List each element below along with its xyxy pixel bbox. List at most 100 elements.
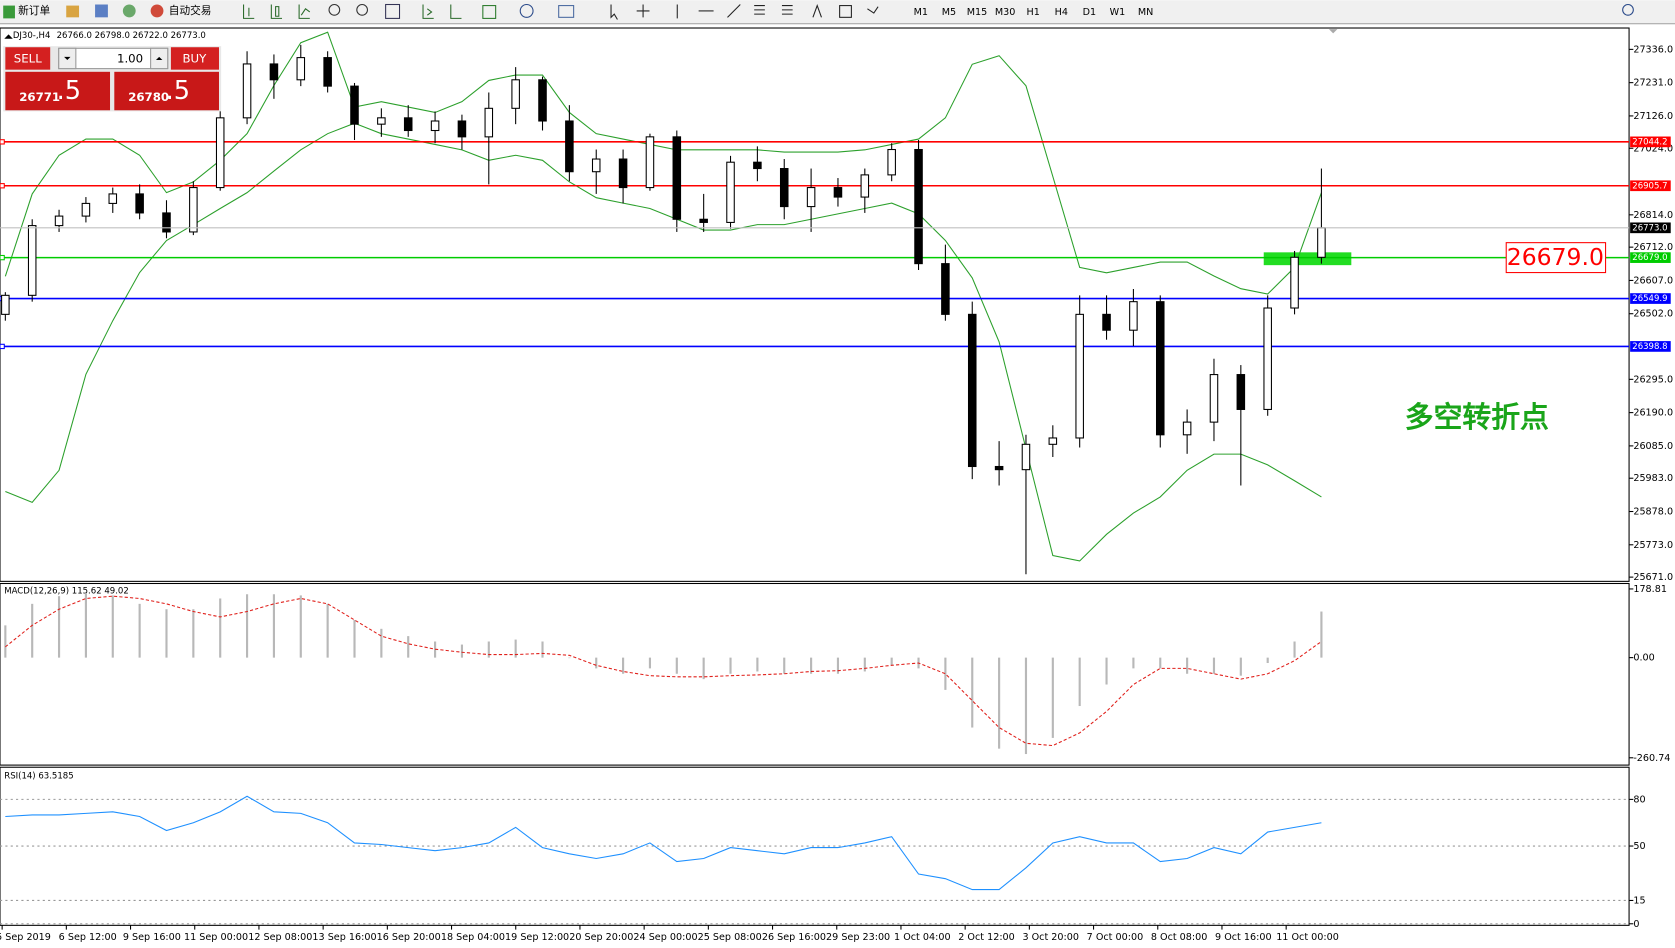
time-label: 8 Oct 08:00 [1151, 932, 1208, 943]
candle-body [296, 57, 306, 81]
buy-price-box[interactable] [114, 71, 219, 111]
buy-button[interactable] [170, 47, 219, 70]
indicator-title: MACD(12,26,9) 115.62 49.02 [4, 586, 129, 596]
y-tick-label: 50 [1633, 841, 1645, 852]
candle-body [1, 294, 10, 315]
candle-body [538, 79, 547, 122]
candle-body [887, 148, 896, 176]
macd-bar [219, 598, 222, 658]
icon[interactable] [243, 4, 255, 19]
candle-body [189, 187, 198, 233]
y-tick-label: 80 [1633, 794, 1645, 805]
icon[interactable] [754, 5, 765, 15]
icon[interactable] [66, 5, 80, 18]
y-tick-label: 0 [1633, 919, 1639, 930]
icon[interactable] [385, 3, 401, 19]
timeframe-button[interactable]: M1 [914, 7, 928, 18]
candle-body [779, 168, 789, 208]
icon[interactable] [422, 4, 434, 19]
macd-bar [648, 657, 652, 669]
icon[interactable] [298, 4, 311, 19]
sell-button[interactable] [5, 47, 51, 70]
icon[interactable] [328, 3, 341, 16]
candle-body [162, 212, 171, 233]
y-tick-label: 25983.0 [1633, 473, 1673, 484]
icon[interactable] [95, 4, 108, 18]
macd-bar [272, 594, 275, 658]
icon[interactable] [356, 3, 369, 16]
time-label: 18 Sep 04:00 [441, 932, 505, 943]
lot-down-arrow [64, 56, 71, 61]
auto-trading-label[interactable]: 自动交易 [169, 4, 212, 17]
lot-value[interactable]: 1.00 [117, 51, 143, 65]
sell-price-main: 26771 [19, 90, 60, 104]
candle-body [54, 215, 64, 227]
macd-bar [1024, 657, 1028, 755]
sell-label[interactable]: SELL [14, 51, 42, 65]
time-label: 2 Oct 12:00 [958, 932, 1015, 943]
buy-price-pips: .5 [166, 76, 190, 106]
timeframe-button[interactable]: M30 [995, 7, 1016, 18]
icon[interactable] [636, 4, 650, 18]
time-label: 9 Oct 16:00 [1215, 932, 1272, 943]
timeframe-button[interactable]: M5 [942, 7, 956, 18]
macd-bar [1132, 657, 1135, 669]
timeframe-button[interactable]: MN [1138, 7, 1153, 18]
search-icon[interactable] [1622, 3, 1634, 16]
turning-zone [1263, 252, 1352, 266]
candle-body [27, 225, 37, 296]
collapse-arrow[interactable] [4, 34, 13, 39]
macd-bar [460, 644, 464, 658]
macd-bar [783, 657, 786, 674]
timeframe-button[interactable]: H4 [1055, 7, 1068, 18]
icon[interactable] [727, 4, 741, 18]
candle-body [1021, 443, 1031, 471]
timeframe-button[interactable]: W1 [1110, 7, 1126, 18]
time-label: 26 Sep 16:00 [762, 932, 826, 943]
level-tag [1630, 136, 1671, 148]
macd-bar [1266, 657, 1269, 664]
icon[interactable] [867, 6, 879, 14]
icon[interactable] [781, 5, 793, 15]
icon[interactable] [450, 4, 462, 19]
icon[interactable] [558, 5, 575, 18]
macd-bar [84, 593, 87, 658]
timeframe-button[interactable]: D1 [1083, 7, 1097, 18]
y-tick-label: 27231.0 [1633, 78, 1673, 89]
icon[interactable] [839, 5, 852, 18]
y-tick-label: 25773.0 [1633, 540, 1673, 551]
time-label: 20 Sep 20:00 [569, 932, 633, 943]
time-label: 24 Sep 00:00 [633, 932, 697, 943]
candle-body [1048, 437, 1058, 445]
sell-price-box[interactable] [5, 71, 111, 111]
y-tick-label: 26607.0 [1633, 275, 1673, 286]
candle-body [457, 120, 467, 138]
new-order-icon[interactable] [3, 5, 15, 19]
candle-body [591, 158, 601, 173]
timeframe-button[interactable]: M15 [967, 7, 988, 18]
candle-body [1290, 256, 1299, 309]
macd-bar [622, 657, 625, 674]
candle-body [860, 174, 870, 198]
macd-bar [944, 657, 947, 690]
icon[interactable] [519, 3, 534, 18]
candle-body [753, 161, 762, 170]
icon[interactable] [610, 4, 618, 20]
new-order-label[interactable]: 新订单 [18, 4, 50, 17]
macd-bar [57, 596, 61, 658]
time-label: 25 Sep 08:00 [698, 932, 762, 943]
icon[interactable] [812, 4, 822, 18]
macd-bar [541, 641, 544, 658]
icon[interactable] [482, 5, 497, 19]
level-tag [1630, 180, 1671, 192]
time-label: 9 Sep 16:00 [123, 932, 181, 943]
icon[interactable] [122, 4, 136, 18]
candle-body [1236, 374, 1246, 410]
y-tick-label: 26085.0 [1633, 441, 1673, 452]
timeframe-button[interactable]: H1 [1027, 7, 1040, 18]
buy-label[interactable]: BUY [182, 51, 207, 65]
auto-trading-icon[interactable] [150, 4, 164, 18]
candle-body [833, 187, 843, 198]
icon[interactable] [270, 4, 283, 19]
macd-panel [0, 582, 1630, 766]
